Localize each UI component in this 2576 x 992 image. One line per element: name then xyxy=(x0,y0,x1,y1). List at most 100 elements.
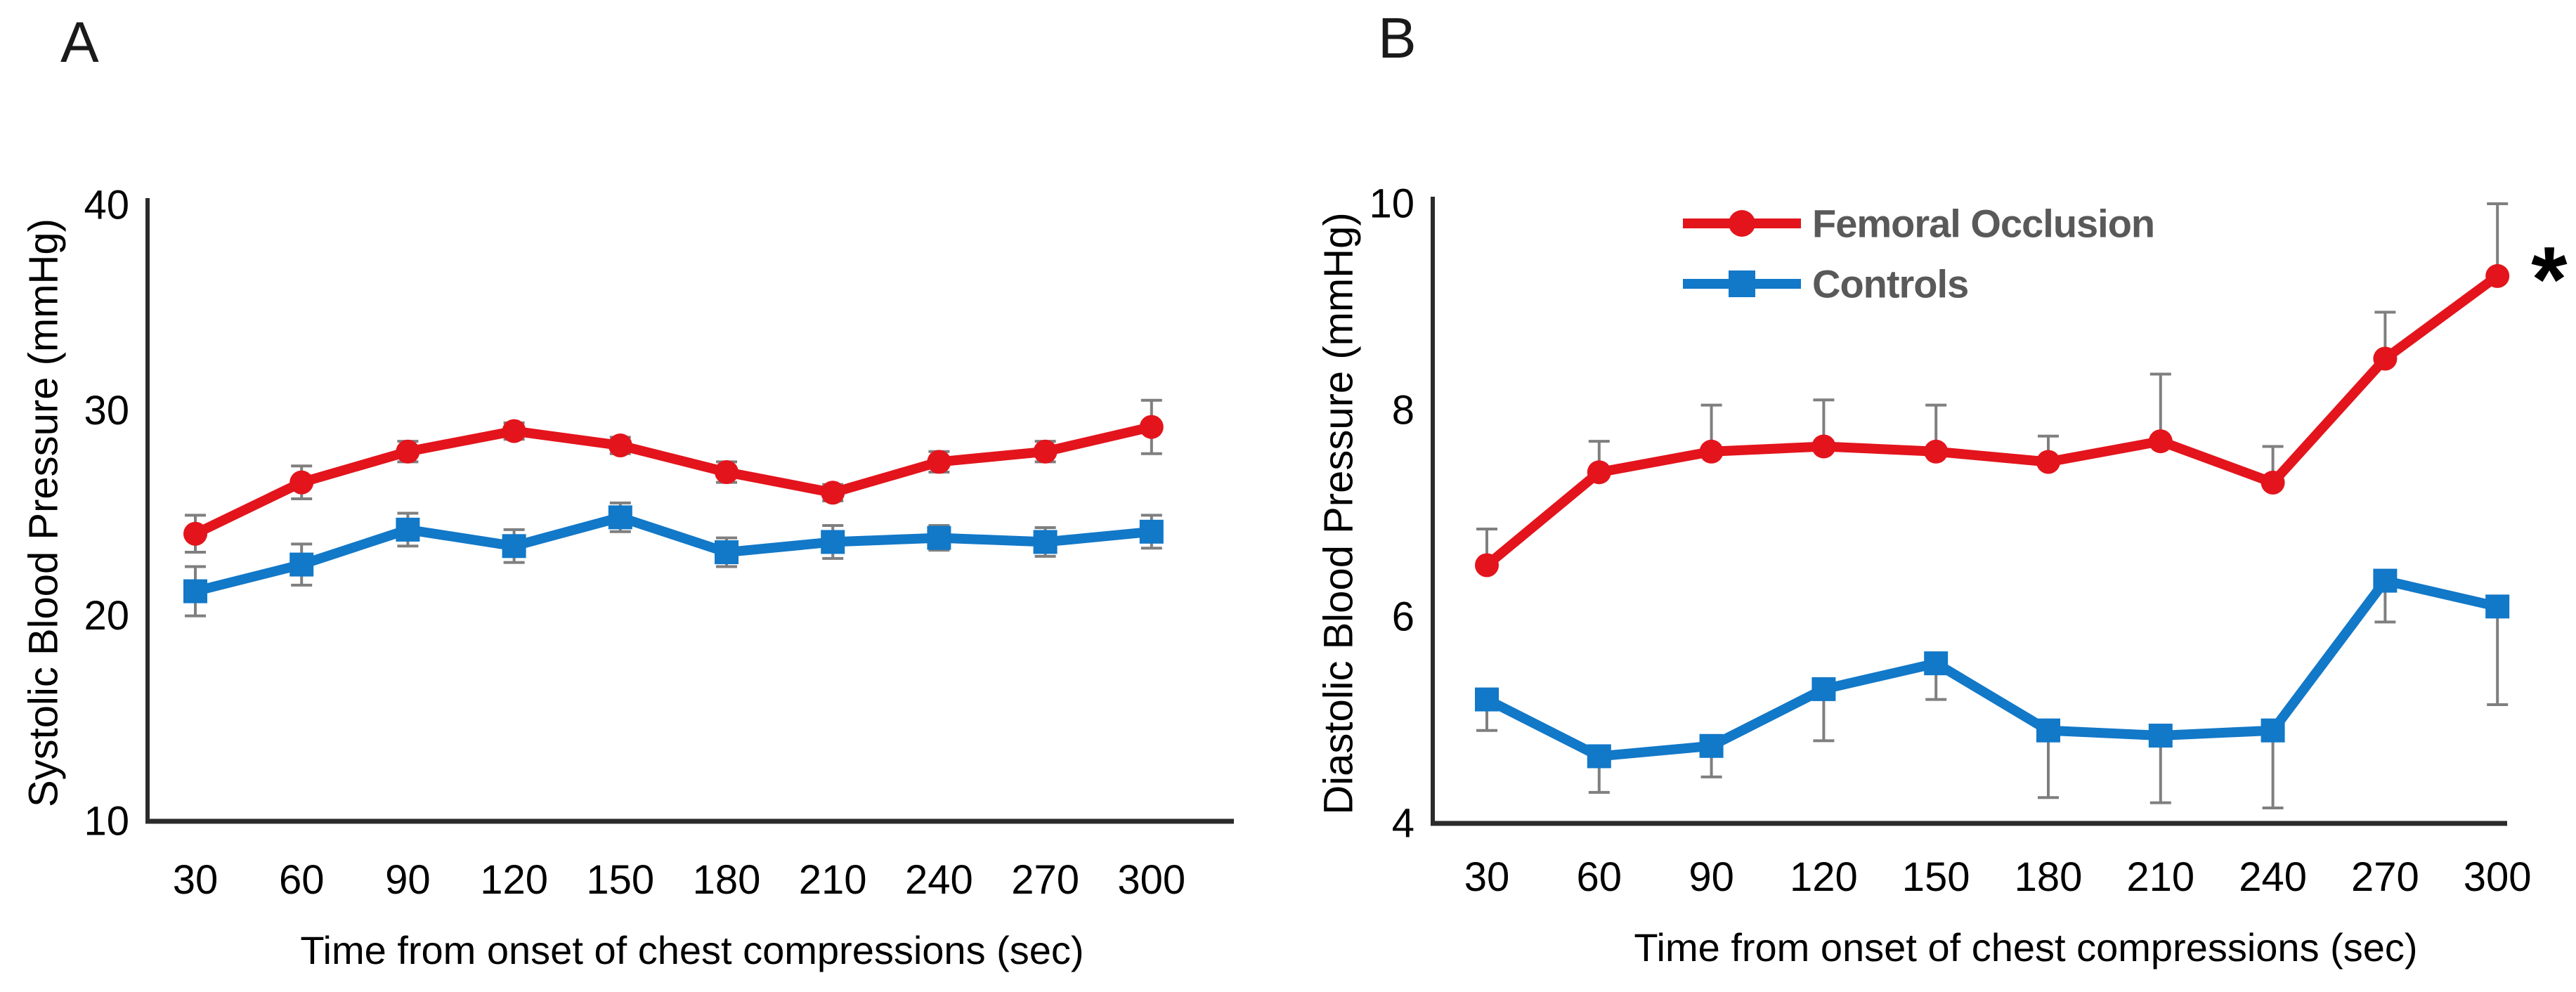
legend: Femoral Occlusion Controls xyxy=(1683,202,2155,306)
data-point-controls xyxy=(927,526,951,550)
line-controls xyxy=(1482,575,2503,762)
data-point-femoral-occlusion xyxy=(1587,460,1611,485)
series-controls xyxy=(1475,568,2510,809)
x-tick-label: 240 xyxy=(2239,854,2307,900)
data-point-femoral-occlusion xyxy=(1139,415,1164,439)
x-tick-label: 30 xyxy=(173,857,219,903)
line-femoral-occlusion xyxy=(1482,270,2503,570)
data-point-controls xyxy=(1811,677,1836,701)
x-tick-label: 120 xyxy=(480,857,548,903)
x-tick-label: 270 xyxy=(2351,854,2419,900)
y-tick-label: 10 xyxy=(84,799,129,844)
x-tick-label: 180 xyxy=(2015,854,2083,900)
data-point-femoral-occlusion xyxy=(1033,439,1058,464)
data-point-controls xyxy=(1139,519,1164,544)
legend-square-marker-icon xyxy=(1729,270,1755,297)
data-point-controls xyxy=(821,530,845,554)
data-point-femoral-occlusion xyxy=(1924,439,1949,464)
x-tick-label: 180 xyxy=(693,857,761,903)
data-point-femoral-occlusion xyxy=(2260,470,2285,495)
x-tick-label: 240 xyxy=(905,857,973,903)
x-tick-label: 150 xyxy=(586,857,654,903)
panel-b-label: B xyxy=(1378,6,1417,70)
data-point-femoral-occlusion xyxy=(2485,263,2510,288)
line-femoral-occlusion xyxy=(190,422,1157,539)
data-point-femoral-occlusion xyxy=(927,450,951,474)
x-axis-title: Time from onset of chest compressions (s… xyxy=(300,928,1084,972)
y-tick-labels: 4 6 8 10 xyxy=(1369,181,1414,847)
systolic-line-chart: 10 20 30 40 30 60 90 120 150 180 210 240 270 300 Time … xyxy=(21,183,1234,972)
x-tick-label: 60 xyxy=(279,857,325,903)
series-femoral-occlusion xyxy=(183,398,1164,554)
data-point-controls xyxy=(1033,530,1058,554)
legend-label: Controls xyxy=(1812,262,1968,306)
data-point-femoral-occlusion xyxy=(608,433,632,458)
panel-b-diastolic-chart: B 4 6 8 10 30 60 90 120 150 180 210 240 270 300 Time f… xyxy=(1288,0,2576,992)
y-axis-title: Diastolic Blood Pressure (mmHg) xyxy=(1316,212,1362,814)
series-femoral-occlusion xyxy=(1475,202,2510,577)
y-tick-label: 20 xyxy=(84,593,129,639)
axes xyxy=(145,198,1234,824)
panel-a-systolic-chart: A 10 20 30 40 30 60 90 120 150 180 210 240 270 300 Tim… xyxy=(21,11,1234,972)
x-tick-label: 270 xyxy=(1011,857,1079,903)
data-point-controls xyxy=(608,505,632,530)
data-point-controls xyxy=(396,517,420,542)
x-tick-label: 120 xyxy=(1790,854,1858,900)
data-point-femoral-occlusion xyxy=(1811,434,1836,459)
x-tick-label: 210 xyxy=(2126,854,2194,900)
data-point-femoral-occlusion xyxy=(183,521,207,546)
data-point-controls xyxy=(2485,594,2510,619)
data-point-controls xyxy=(2036,718,2060,743)
legend-circle-marker-icon xyxy=(1729,210,1755,237)
data-point-controls xyxy=(1699,733,1724,758)
data-point-controls xyxy=(290,552,314,577)
data-point-femoral-occlusion xyxy=(2148,429,2173,454)
data-point-femoral-occlusion xyxy=(1699,439,1724,464)
data-point-femoral-occlusion xyxy=(821,481,845,505)
y-axis-title: Systolic Blood Pressure (mmHg) xyxy=(21,218,67,807)
data-point-controls xyxy=(2260,718,2285,743)
data-point-femoral-occlusion xyxy=(502,419,526,443)
data-point-controls xyxy=(1475,687,1499,712)
data-point-controls xyxy=(1587,744,1611,769)
x-axis-title: Time from onset of chest compressions (s… xyxy=(1634,925,2417,970)
data-point-femoral-occlusion xyxy=(290,470,314,495)
line-controls xyxy=(190,512,1157,596)
panel-a-label: A xyxy=(60,11,99,74)
series-controls xyxy=(183,501,1164,618)
x-tick-label: 300 xyxy=(1117,857,1185,903)
x-tick-label: 30 xyxy=(1464,854,1510,900)
data-point-controls xyxy=(183,579,207,603)
diastolic-line-chart: 4 6 8 10 30 60 90 120 150 180 210 240 270 300 Time fro… xyxy=(1316,181,2568,970)
data-point-femoral-occlusion xyxy=(2373,346,2398,371)
y-tick-label: 6 xyxy=(1392,594,1414,640)
x-tick-labels: 30 60 90 120 150 180 210 240 270 300 xyxy=(173,857,1185,903)
y-tick-label: 40 xyxy=(84,183,129,228)
x-tick-label: 150 xyxy=(1902,854,1970,900)
axes xyxy=(1431,197,2507,826)
data-point-controls xyxy=(715,540,739,565)
data-point-controls xyxy=(502,534,526,559)
x-tick-label: 210 xyxy=(799,857,867,903)
x-tick-labels: 30 60 90 120 150 180 210 240 270 300 xyxy=(1464,854,2532,900)
data-point-femoral-occlusion xyxy=(396,439,420,464)
legend-label: Femoral Occlusion xyxy=(1812,202,2154,246)
x-tick-label: 60 xyxy=(1577,854,1622,900)
y-tick-labels: 10 20 30 40 xyxy=(84,183,129,844)
data-point-controls xyxy=(2373,568,2398,593)
x-tick-label: 300 xyxy=(2464,854,2532,900)
error-bars-femoral-occlusion xyxy=(1476,202,2509,566)
data-point-femoral-occlusion xyxy=(715,460,739,485)
y-tick-label: 4 xyxy=(1392,801,1414,847)
y-tick-label: 8 xyxy=(1392,388,1414,433)
data-point-femoral-occlusion xyxy=(1475,553,1499,577)
data-point-controls xyxy=(2148,724,2173,748)
data-point-controls xyxy=(1924,651,1949,676)
x-tick-label: 90 xyxy=(385,857,431,903)
x-tick-label: 90 xyxy=(1689,854,1734,900)
data-point-femoral-occlusion xyxy=(2036,450,2060,474)
significance-asterisk: * xyxy=(2531,228,2568,331)
y-tick-label: 10 xyxy=(1369,181,1414,227)
y-tick-label: 30 xyxy=(84,388,129,433)
